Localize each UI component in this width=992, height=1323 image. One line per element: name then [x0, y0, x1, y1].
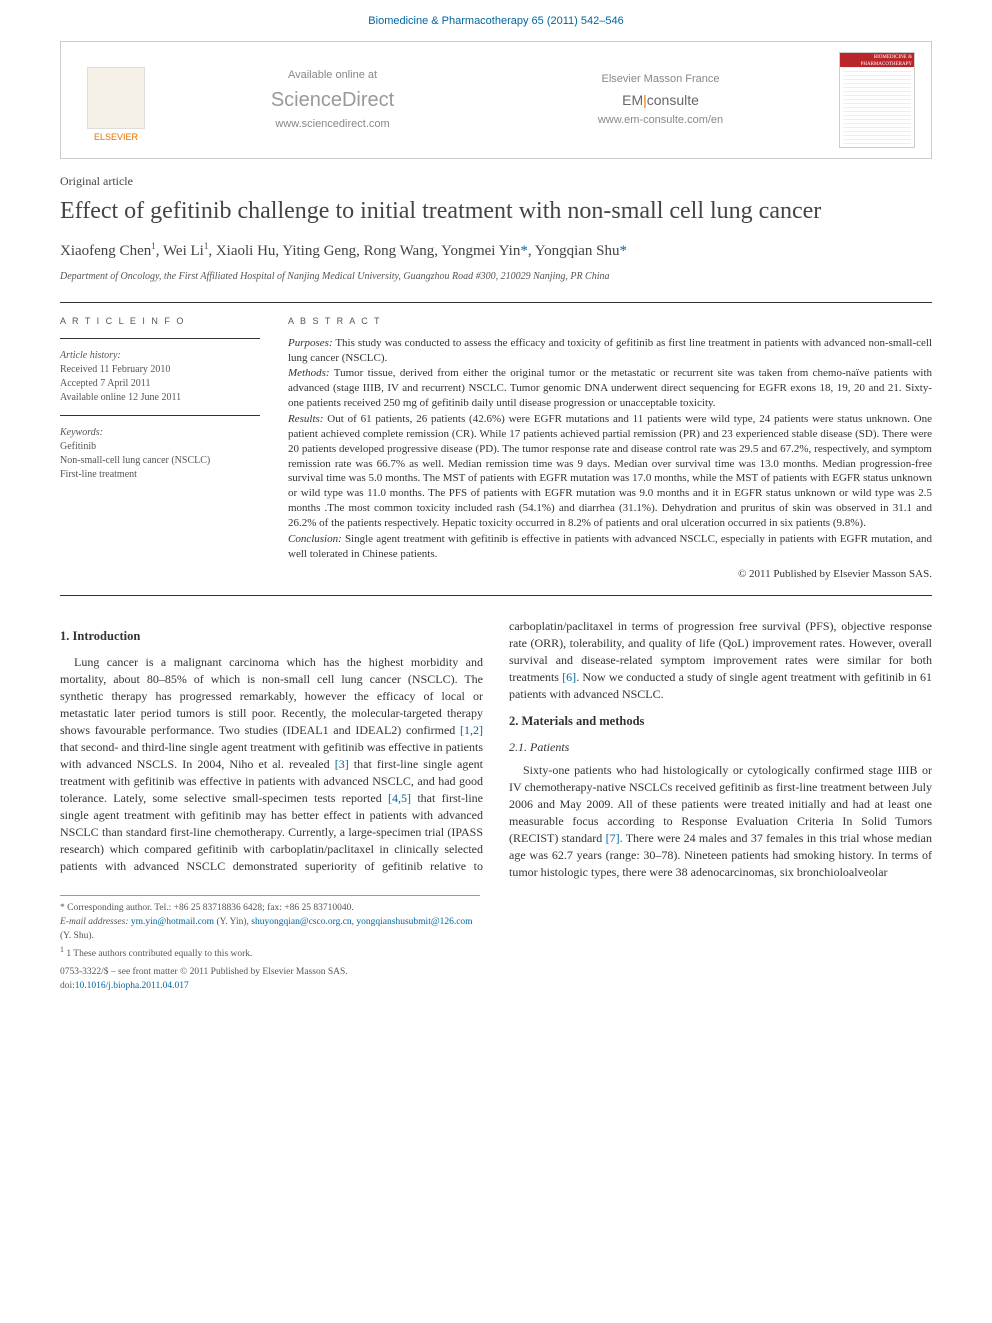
email-link[interactable]: shuyongqian@csco.org.cn — [251, 917, 351, 927]
journal-citation-header: Biomedicine & Pharmacotherapy 65 (2011) … — [0, 0, 992, 35]
author-list: Xiaofeng Chen1, Wei Li1, Xiaoli Hu, Yiti… — [60, 240, 932, 262]
abstract-heading: A B S T R A C T — [288, 315, 932, 328]
article-content: Original article Effect of gefitinib cha… — [0, 173, 992, 961]
elsevier-tree-icon — [87, 67, 145, 129]
elsevier-logo: ELSEVIER — [77, 57, 155, 143]
conclusion-text: Single agent treatment with gefitinib is… — [288, 533, 932, 560]
sciencedirect-block: Available online at ScienceDirect www.sc… — [271, 68, 394, 133]
history-label: Article history: — [60, 349, 260, 363]
sciencedirect-logo-text: ScienceDirect — [271, 83, 394, 117]
methods-label: Methods: — [288, 367, 330, 379]
email-label: E-mail addresses: — [60, 917, 129, 927]
affiliation: Department of Oncology, the First Affili… — [60, 270, 932, 284]
history-received: Received 11 February 2010 — [60, 363, 260, 377]
em-consulte-logo: EM|consulte — [598, 88, 723, 114]
citation-link[interactable]: [7] — [606, 831, 620, 845]
citation-link[interactable]: [1,2] — [460, 723, 483, 737]
article-meta-row: A R T I C L E I N F O Article history: R… — [60, 302, 932, 596]
results-label: Results: — [288, 413, 323, 425]
keyword: Gefitinib — [60, 440, 260, 454]
cover-title-bar: BIOMEDICINE & PHARMACOTHERAPY — [840, 53, 914, 67]
abstract-results: Results: Out of 61 patients, 26 patients… — [288, 412, 932, 531]
article-info-heading: A R T I C L E I N F O — [60, 315, 260, 328]
abstract-conclusion: Conclusion: Single agent treatment with … — [288, 532, 932, 562]
email-who: (Y. Yin), — [214, 917, 251, 927]
methods-text: Tumor tissue, derived from either the or… — [288, 367, 932, 409]
section-heading-intro: 1. Introduction — [60, 628, 483, 646]
abstract-methods: Methods: Tumor tissue, derived from eith… — [288, 366, 932, 411]
section-heading-methods: 2. Materials and methods — [509, 713, 932, 731]
email-link[interactable]: yongqianshusubmit@126.com — [356, 917, 472, 927]
doi-line: doi:10.1016/j.biopha.2011.04.017 — [60, 980, 932, 993]
keyword: Non-small-cell lung cancer (NSCLC) — [60, 454, 260, 468]
citation-link[interactable]: [3] — [335, 757, 349, 771]
doi-label: doi: — [60, 981, 75, 991]
abstract-purposes: Purposes: This study was conducted to as… — [288, 336, 932, 366]
elsevier-wordmark: ELSEVIER — [94, 131, 138, 144]
article-info-column: A R T I C L E I N F O Article history: R… — [60, 303, 260, 595]
publication-footer: 0753-3322/$ – see front matter © 2011 Pu… — [0, 962, 992, 993]
header-center: Available online at ScienceDirect www.sc… — [169, 68, 825, 133]
email-line: E-mail addresses: ym.yin@hotmail.com (Y.… — [60, 916, 480, 943]
conclusion-label: Conclusion: — [288, 533, 342, 545]
em-brand-prefix: Elsevier Masson France — [598, 72, 723, 87]
subsection-heading-patients: 2.1. Patients — [509, 739, 932, 756]
body-text: Lung cancer is a malignant carcinoma whi… — [60, 655, 483, 737]
purposes-label: Purposes: — [288, 337, 333, 349]
cover-body-placeholder — [843, 67, 911, 144]
history-online: Available online 12 June 2011 — [60, 391, 260, 405]
front-matter-line: 0753-3322/$ – see front matter © 2011 Pu… — [60, 966, 932, 979]
publisher-header-box: ELSEVIER Available online at ScienceDire… — [60, 41, 932, 159]
divider — [60, 338, 260, 339]
abstract-copyright: © 2011 Published by Elsevier Masson SAS. — [288, 567, 932, 582]
keyword: First-line treatment — [60, 468, 260, 482]
sd-available-label: Available online at — [271, 68, 394, 83]
sd-url: www.sciencedirect.com — [271, 117, 394, 132]
article-type-label: Original article — [60, 173, 932, 190]
em-consulte-block: Elsevier Masson France EM|consulte www.e… — [598, 72, 723, 128]
citation-link[interactable]: [4,5] — [388, 791, 411, 805]
email-link[interactable]: ym.yin@hotmail.com — [131, 917, 214, 927]
results-text: Out of 61 patients, 26 patients (42.6%) … — [288, 413, 932, 529]
patients-paragraph: Sixty-one patients who had histologicall… — [509, 762, 932, 881]
em-logo-left: EM — [622, 92, 643, 108]
article-body-columns: 1. Introduction Lung cancer is a maligna… — [60, 618, 932, 881]
purposes-text: This study was conducted to assess the e… — [288, 337, 932, 364]
keywords-label: Keywords: — [60, 426, 260, 440]
em-logo-right: consulte — [647, 92, 699, 108]
corresponding-author-footer: * Corresponding author. Tel.: +86 25 837… — [60, 895, 480, 961]
note-text: 1 These authors contributed equally to t… — [66, 949, 252, 959]
doi-link[interactable]: 10.1016/j.biopha.2011.04.017 — [75, 981, 189, 991]
divider — [60, 415, 260, 416]
article-title: Effect of gefitinib challenge to initial… — [60, 196, 932, 226]
history-accepted: Accepted 7 April 2011 — [60, 377, 260, 391]
abstract-column: A B S T R A C T Purposes: This study was… — [288, 303, 932, 595]
journal-cover-thumbnail: BIOMEDICINE & PHARMACOTHERAPY — [839, 52, 915, 148]
equal-contribution-note: 1 1 These authors contributed equally to… — [60, 944, 480, 961]
em-url: www.em-consulte.com/en — [598, 113, 723, 128]
citation-link[interactable]: [6] — [562, 670, 576, 684]
corresponding-author: * Corresponding author. Tel.: +86 25 837… — [60, 902, 480, 915]
email-who: (Y. Shu). — [60, 931, 94, 941]
